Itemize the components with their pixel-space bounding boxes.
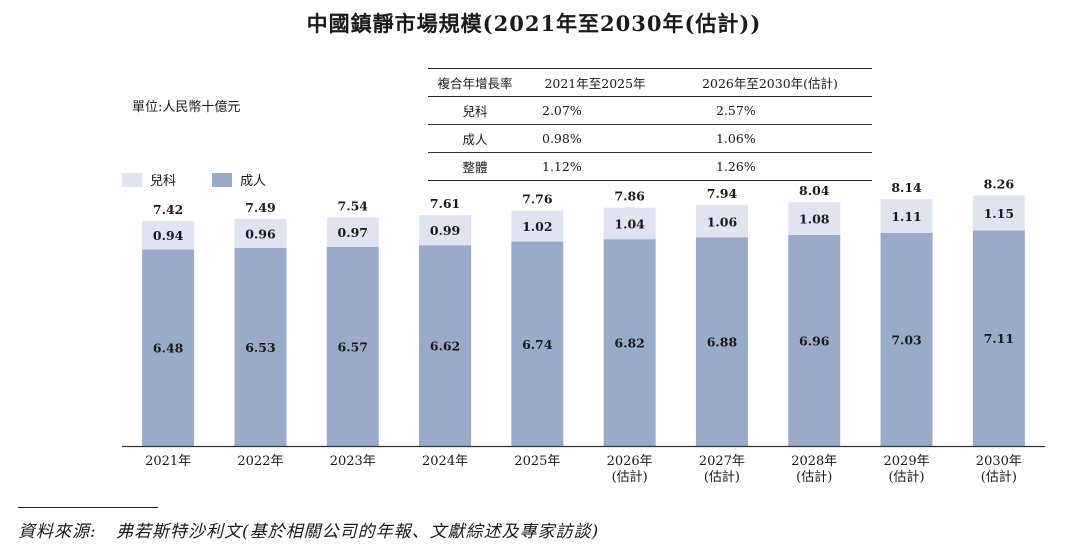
- legend-swatch-adult: [212, 172, 233, 187]
- cagr-value: 2.07%: [522, 96, 668, 125]
- data-label-pediatric: 0.96: [245, 226, 276, 241]
- data-label-adult: 6.62: [430, 339, 460, 354]
- data-label-pediatric: 1.15: [984, 206, 1014, 221]
- data-label-pediatric: 1.04: [614, 216, 645, 231]
- x-tick-note: (估計): [704, 469, 740, 485]
- data-label-total: 7.54: [338, 198, 369, 213]
- bar-segment-pediatric: [603, 207, 656, 240]
- data-label-adult: 6.82: [614, 336, 644, 351]
- data-label-total: 8.26: [984, 176, 1015, 191]
- cagr-header-label: 複合年增長率: [428, 68, 522, 97]
- data-label-pediatric: 1.11: [891, 209, 921, 224]
- bar-segment-pediatric: [880, 199, 933, 233]
- data-label-pediatric: 0.94: [153, 228, 184, 243]
- source-text: 弗若斯特沙利文(基於相關公司的年報、文獻綜述及專家訪談): [115, 522, 600, 542]
- bar-segment-pediatric: [234, 218, 287, 248]
- data-label-total: 7.49: [245, 200, 275, 215]
- data-label-adult: 7.11: [984, 331, 1014, 346]
- data-label-total: 7.76: [522, 192, 553, 207]
- bar-segment-adult: [419, 245, 472, 446]
- data-label-adult: 6.48: [153, 341, 184, 356]
- legend-label: 成人: [240, 174, 267, 189]
- data-label-pediatric: 1.08: [799, 212, 830, 227]
- data-label-adult: 6.88: [707, 335, 738, 350]
- stacked-bar-chart: 6.48 0.94 7.42 2021年 6.53 0.96 7.49 2022年 6.57 0.…: [122, 176, 1045, 485]
- data-label-pediatric: 0.97: [338, 225, 368, 240]
- bar-segment-adult: [880, 232, 933, 446]
- data-label-adult: 6.57: [338, 339, 368, 354]
- x-tick-note: (估計): [796, 469, 832, 485]
- source-label: 資料來源:: [18, 522, 97, 542]
- cagr-row-label: 整體: [428, 152, 522, 181]
- bar-segment-adult: [695, 237, 748, 446]
- bar-segment-adult: [234, 247, 287, 446]
- bar-segment-pediatric: [326, 217, 379, 247]
- x-tick-label: 2028年: [791, 454, 837, 469]
- x-tick-label: 2030年: [976, 454, 1022, 469]
- cagr-header-period-2: 2026年至2030年(估計): [668, 68, 872, 97]
- legend-item-adult: 成人: [212, 170, 266, 189]
- data-label-adult: 6.53: [245, 340, 275, 355]
- x-tick-label: 2023年: [330, 454, 376, 469]
- legend: 兒科 成人: [122, 170, 266, 189]
- x-tick-label: 2029年: [884, 454, 930, 469]
- data-label-pediatric: 0.99: [430, 223, 460, 238]
- data-label-pediatric: 1.02: [522, 219, 552, 234]
- x-tick-label: 2025年: [514, 454, 560, 469]
- bar-segment-adult: [142, 249, 195, 446]
- cagr-row-total: 整體 1.12% 1.26%: [428, 152, 872, 181]
- data-label-adult: 7.03: [891, 332, 921, 347]
- bar-segment-pediatric: [695, 205, 748, 238]
- bar-segment-pediatric: [142, 220, 195, 250]
- data-label-pediatric: 1.06: [707, 214, 738, 229]
- data-label-total: 8.14: [891, 180, 922, 195]
- cagr-value: 1.12%: [522, 152, 668, 181]
- legend-label: 兒科: [150, 174, 177, 189]
- cagr-row-pediatric: 兒科 2.07% 2.57%: [428, 96, 872, 125]
- x-tick-label: 2022年: [237, 454, 283, 469]
- cagr-header-period-1: 2021年至2025年: [522, 68, 668, 97]
- chart-title: 中國鎮靜市場規模(2021年至2030年(估計)): [306, 11, 762, 36]
- data-label-total: 7.94: [707, 186, 738, 201]
- cagr-value: 1.26%: [668, 152, 872, 181]
- x-tick-label: 2024年: [422, 454, 468, 469]
- bar-segment-adult: [972, 230, 1025, 446]
- legend-swatch-pediatric: [122, 172, 142, 187]
- x-tick-note: (估計): [981, 469, 1017, 485]
- bar-segment-pediatric: [788, 202, 841, 235]
- cagr-row-label: 成人: [428, 124, 522, 153]
- data-label-total: 7.61: [430, 196, 460, 211]
- cagr-value: 1.06%: [668, 124, 872, 153]
- cagr-value: 2.57%: [668, 96, 872, 125]
- x-tick-label: 2026年: [607, 454, 653, 469]
- bar-segment-adult: [511, 241, 564, 446]
- cagr-row-adult: 成人 0.98% 1.06%: [428, 124, 872, 153]
- source-divider: [18, 507, 158, 508]
- unit-label: 單位:人民幣十億元: [132, 100, 241, 115]
- legend-item-pediatric: 兒科: [122, 170, 176, 189]
- data-label-total: 8.04: [799, 183, 830, 198]
- data-label-adult: 6.96: [799, 333, 830, 348]
- bar-segment-adult: [788, 234, 841, 446]
- bar-segment-adult: [326, 246, 379, 446]
- x-tick-label: 2027年: [699, 454, 745, 469]
- data-label-total: 7.42: [153, 202, 183, 217]
- bar-segment-pediatric: [972, 195, 1025, 231]
- data-label-adult: 6.74: [522, 337, 553, 352]
- cagr-table: 複合年增長率 2021年至2025年 2026年至2030年(估計) 兒科 2.…: [428, 68, 872, 181]
- bar-segment-pediatric: [511, 210, 564, 242]
- bar-segment-pediatric: [419, 215, 472, 246]
- source-note: 資料來源: 弗若斯特沙利文(基於相關公司的年報、文獻綜述及專家訪談): [18, 517, 599, 542]
- cagr-table-header: 複合年增長率 2021年至2025年 2026年至2030年(估計): [428, 68, 872, 97]
- x-tick-note: (估計): [888, 469, 924, 485]
- cagr-value: 0.98%: [522, 124, 668, 153]
- x-tick-note: (估計): [612, 469, 648, 485]
- x-tick-label: 2021年: [145, 454, 191, 469]
- cagr-row-label: 兒科: [428, 96, 522, 125]
- bar-segment-adult: [603, 239, 656, 446]
- data-label-total: 7.86: [614, 189, 645, 204]
